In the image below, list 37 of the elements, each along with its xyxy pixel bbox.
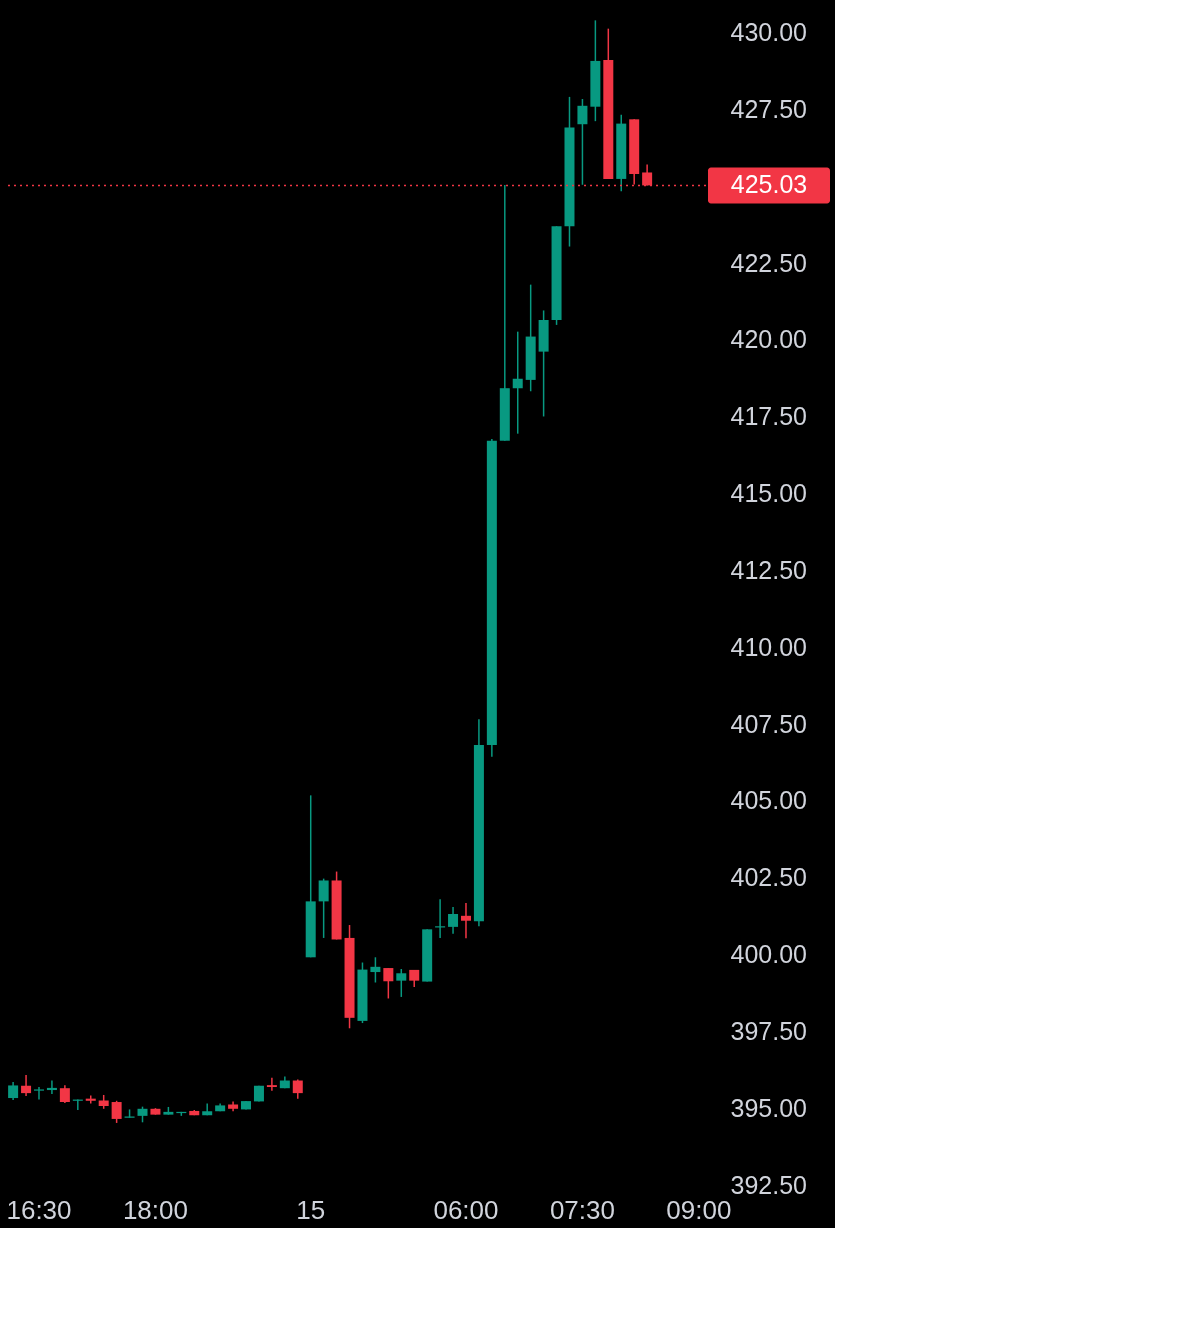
y-tick-label: 392.50 [730, 1170, 807, 1199]
candlestick [33, 1086, 44, 1101]
y-tick-label: 407.50 [730, 709, 807, 738]
candlestick [460, 902, 471, 939]
candlestick [370, 956, 381, 984]
x-tick-label: 18:00 [122, 1194, 188, 1225]
y-tick-label: 422.50 [730, 248, 807, 277]
x-tick-label: 16:30 [6, 1194, 72, 1225]
candlestick [21, 1074, 32, 1097]
y-tick-label: 415.00 [730, 479, 807, 508]
x-tick-label: 09:00 [666, 1194, 732, 1225]
y-tick-label: 427.50 [730, 94, 807, 123]
y-tick-label: 420.00 [730, 325, 807, 354]
y-tick-label: 402.50 [730, 863, 807, 892]
x-tick-label: 07:30 [549, 1194, 615, 1225]
candlestick [266, 1077, 277, 1092]
y-tick-label: 412.50 [730, 555, 807, 584]
y-tick-label: 430.00 [730, 18, 807, 47]
candlestick [111, 1100, 122, 1124]
candlestick [512, 330, 523, 435]
y-tick-label: 400.00 [730, 940, 807, 969]
y-tick-label: 395.00 [730, 1093, 807, 1122]
x-tick-label: 06:00 [433, 1194, 499, 1225]
y-tick-label: 410.00 [730, 632, 807, 661]
y-tick-label: 417.50 [730, 402, 807, 431]
candlestick [318, 877, 329, 939]
ref-line-label: 425.03 [730, 170, 808, 199]
candlestick [383, 967, 394, 1000]
candlestick [292, 1078, 303, 1100]
y-tick-label: 405.00 [730, 786, 807, 815]
x-tick-label: 15 [296, 1194, 326, 1225]
candlestick [85, 1094, 96, 1105]
candlestick [396, 968, 407, 998]
y-tick-label: 397.50 [730, 1016, 807, 1045]
candlestick [46, 1079, 57, 1095]
candlestick [448, 906, 459, 935]
candlestick [577, 98, 588, 186]
